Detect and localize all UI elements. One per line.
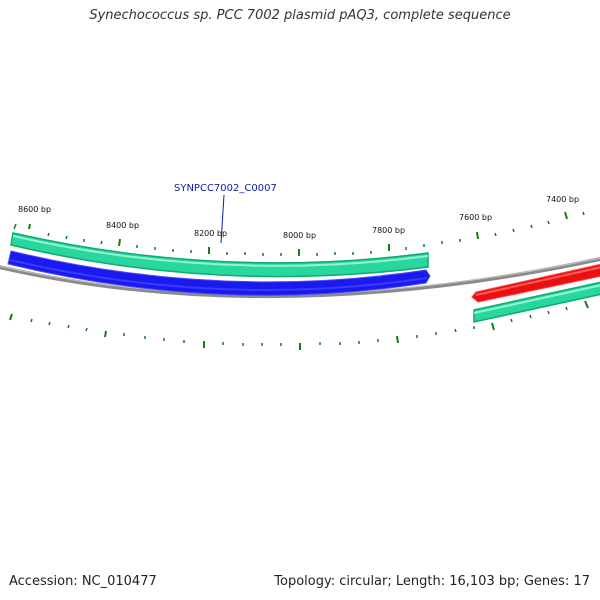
tick-mark [582, 211, 585, 216]
tick-mark [396, 335, 399, 344]
tick-mark [584, 300, 589, 309]
gene-label-leader [220, 194, 225, 244]
tick-mark [67, 324, 70, 329]
tick-mark [9, 313, 13, 321]
tick-label: 7400 bp [546, 195, 579, 204]
tick-mark [510, 318, 513, 323]
tick-mark [565, 306, 568, 311]
tick-mark [547, 310, 550, 315]
tick-mark [13, 223, 17, 230]
tick-mark [564, 211, 568, 220]
tick-mark [530, 224, 533, 229]
tick-mark [65, 235, 68, 240]
tick-mark [547, 220, 550, 225]
tick-mark [118, 238, 121, 247]
gene-label-synpcc7002-c0007[interactable]: SYNPCC7002_C0007 [174, 183, 277, 194]
plasmid-backbone [0, 256, 600, 299]
tick-mark [104, 330, 107, 338]
tick-mark [476, 231, 479, 240]
tick-label: 8400 bp [106, 221, 139, 230]
tick-mark [100, 240, 103, 245]
tick-mark [454, 328, 457, 333]
gene-synpcc7002-c0007-arrow[interactable] [7, 250, 431, 296]
tick-mark [512, 228, 515, 233]
tick-mark [30, 318, 33, 323]
sequence-summary: Topology: circular; Length: 16,103 bp; G… [274, 574, 590, 589]
map-title: Synechococcus sp. PCC 7002 plasmid pAQ3,… [89, 8, 511, 23]
tick-label: 7600 bp [459, 213, 492, 222]
tick-mark [85, 327, 88, 332]
tick-label: 8000 bp [283, 231, 316, 240]
tick-mark [48, 321, 51, 326]
accession-label: Accession: NC_010477 [9, 574, 157, 589]
outer-tick-ring [13, 211, 585, 256]
tick-labels: 8600 bp 8400 bp 8200 bp 8000 bp 7800 bp … [18, 195, 579, 240]
tick-label: 8600 bp [18, 205, 51, 214]
tick-mark [529, 314, 532, 319]
tick-mark [28, 223, 31, 230]
tick-label: 7800 bp [372, 226, 405, 235]
tick-mark [491, 322, 495, 331]
inner-tick-ring [9, 300, 589, 350]
tick-label: 8200 bp [194, 229, 227, 238]
tick-mark [494, 232, 497, 237]
tick-mark [47, 232, 50, 237]
